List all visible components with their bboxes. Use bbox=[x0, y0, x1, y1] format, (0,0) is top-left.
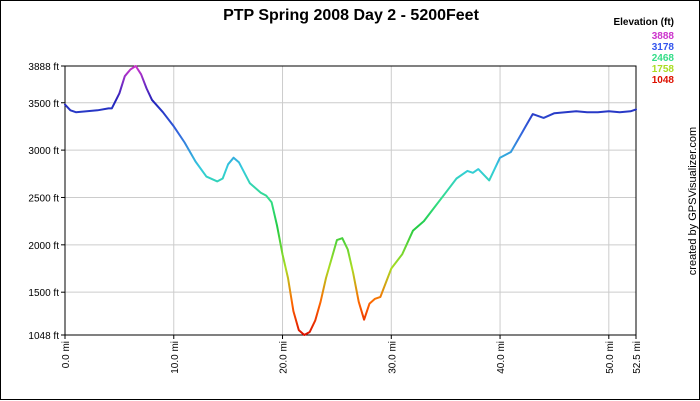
legend-entry: 3178 bbox=[652, 42, 675, 53]
legend-entry: 1758 bbox=[652, 64, 675, 75]
y-tick-label: 3500 ft bbox=[28, 99, 59, 110]
plot-area-border bbox=[64, 65, 637, 336]
y-tick-label: 1500 ft bbox=[28, 288, 59, 299]
y-tick-label: 3000 ft bbox=[28, 146, 59, 157]
legend-title: Elevation (ft) bbox=[613, 17, 674, 28]
y-axis: 1048 ft 1500 ft 2000 ft 2500 ft 3000 ft 3500 … bbox=[28, 62, 65, 342]
x-tick-label: 20.0 mi bbox=[279, 341, 290, 374]
credit-text: created by GPSVisualizer.com bbox=[687, 127, 699, 275]
legend-entry: 1048 bbox=[652, 75, 675, 86]
x-tick-label: 50.0 mi bbox=[605, 341, 616, 374]
legend-entry: 3888 bbox=[652, 31, 675, 42]
elevation-profile-line bbox=[64, 65, 637, 336]
x-axis: 0.0 mi 10.0 mi 20.0 mi 30.0 mi 40.0 mi 50.0 m… bbox=[61, 335, 643, 374]
x-tick-label: 30.0 mi bbox=[387, 341, 398, 374]
y-tick-label: 3888 ft bbox=[28, 62, 59, 73]
y-tick-label: 1048 ft bbox=[28, 331, 59, 342]
x-tick-label: 40.0 mi bbox=[496, 341, 507, 374]
x-tick-label: 52.5 mi bbox=[632, 341, 643, 374]
x-tick-label: 10.0 mi bbox=[170, 341, 181, 374]
chart-title: PTP Spring 2008 Day 2 - 5200Feet bbox=[223, 7, 480, 24]
legend-entry: 2468 bbox=[652, 53, 675, 64]
x-tick-label: 0.0 mi bbox=[61, 341, 72, 368]
gridlines bbox=[64, 65, 637, 336]
y-tick-label: 2000 ft bbox=[28, 241, 59, 252]
y-tick-label: 2500 ft bbox=[28, 193, 59, 204]
